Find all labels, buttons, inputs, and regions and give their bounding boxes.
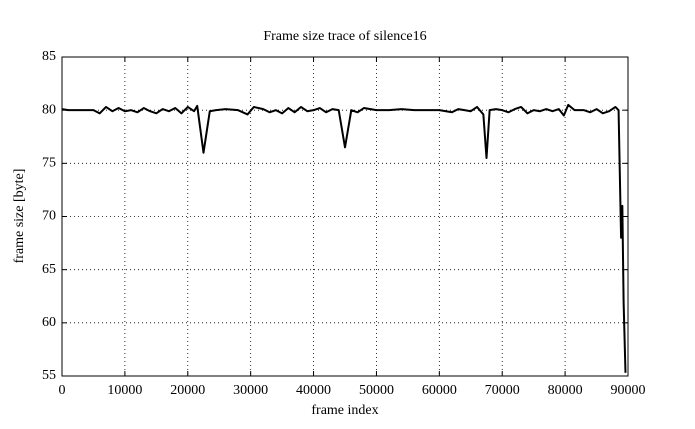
x-tick-label: 70000 <box>485 383 520 398</box>
x-tick-label: 0 <box>59 383 66 398</box>
x-tick-label: 50000 <box>359 383 394 398</box>
x-tick-label: 30000 <box>233 383 268 398</box>
y-tick-label: 70 <box>42 209 56 224</box>
y-tick-label: 55 <box>42 368 56 383</box>
y-tick-label: 80 <box>42 102 56 117</box>
x-tick-label: 60000 <box>422 383 457 398</box>
y-tick-label: 65 <box>42 262 56 277</box>
x-tick-label: 10000 <box>107 383 142 398</box>
x-axis-label: frame index <box>311 403 378 418</box>
y-tick-label: 85 <box>42 49 56 64</box>
y-tick-label: 60 <box>42 315 56 330</box>
x-tick-label: 20000 <box>170 383 205 398</box>
x-tick-label: 80000 <box>548 383 583 398</box>
y-axis-label: frame size [byte] <box>12 169 27 264</box>
chart-title: Frame size trace of silence16 <box>263 29 426 44</box>
y-tick-label: 75 <box>42 156 56 171</box>
x-tick-label: 90000 <box>611 383 646 398</box>
x-tick-label: 40000 <box>296 383 331 398</box>
data-line <box>61 103 627 373</box>
